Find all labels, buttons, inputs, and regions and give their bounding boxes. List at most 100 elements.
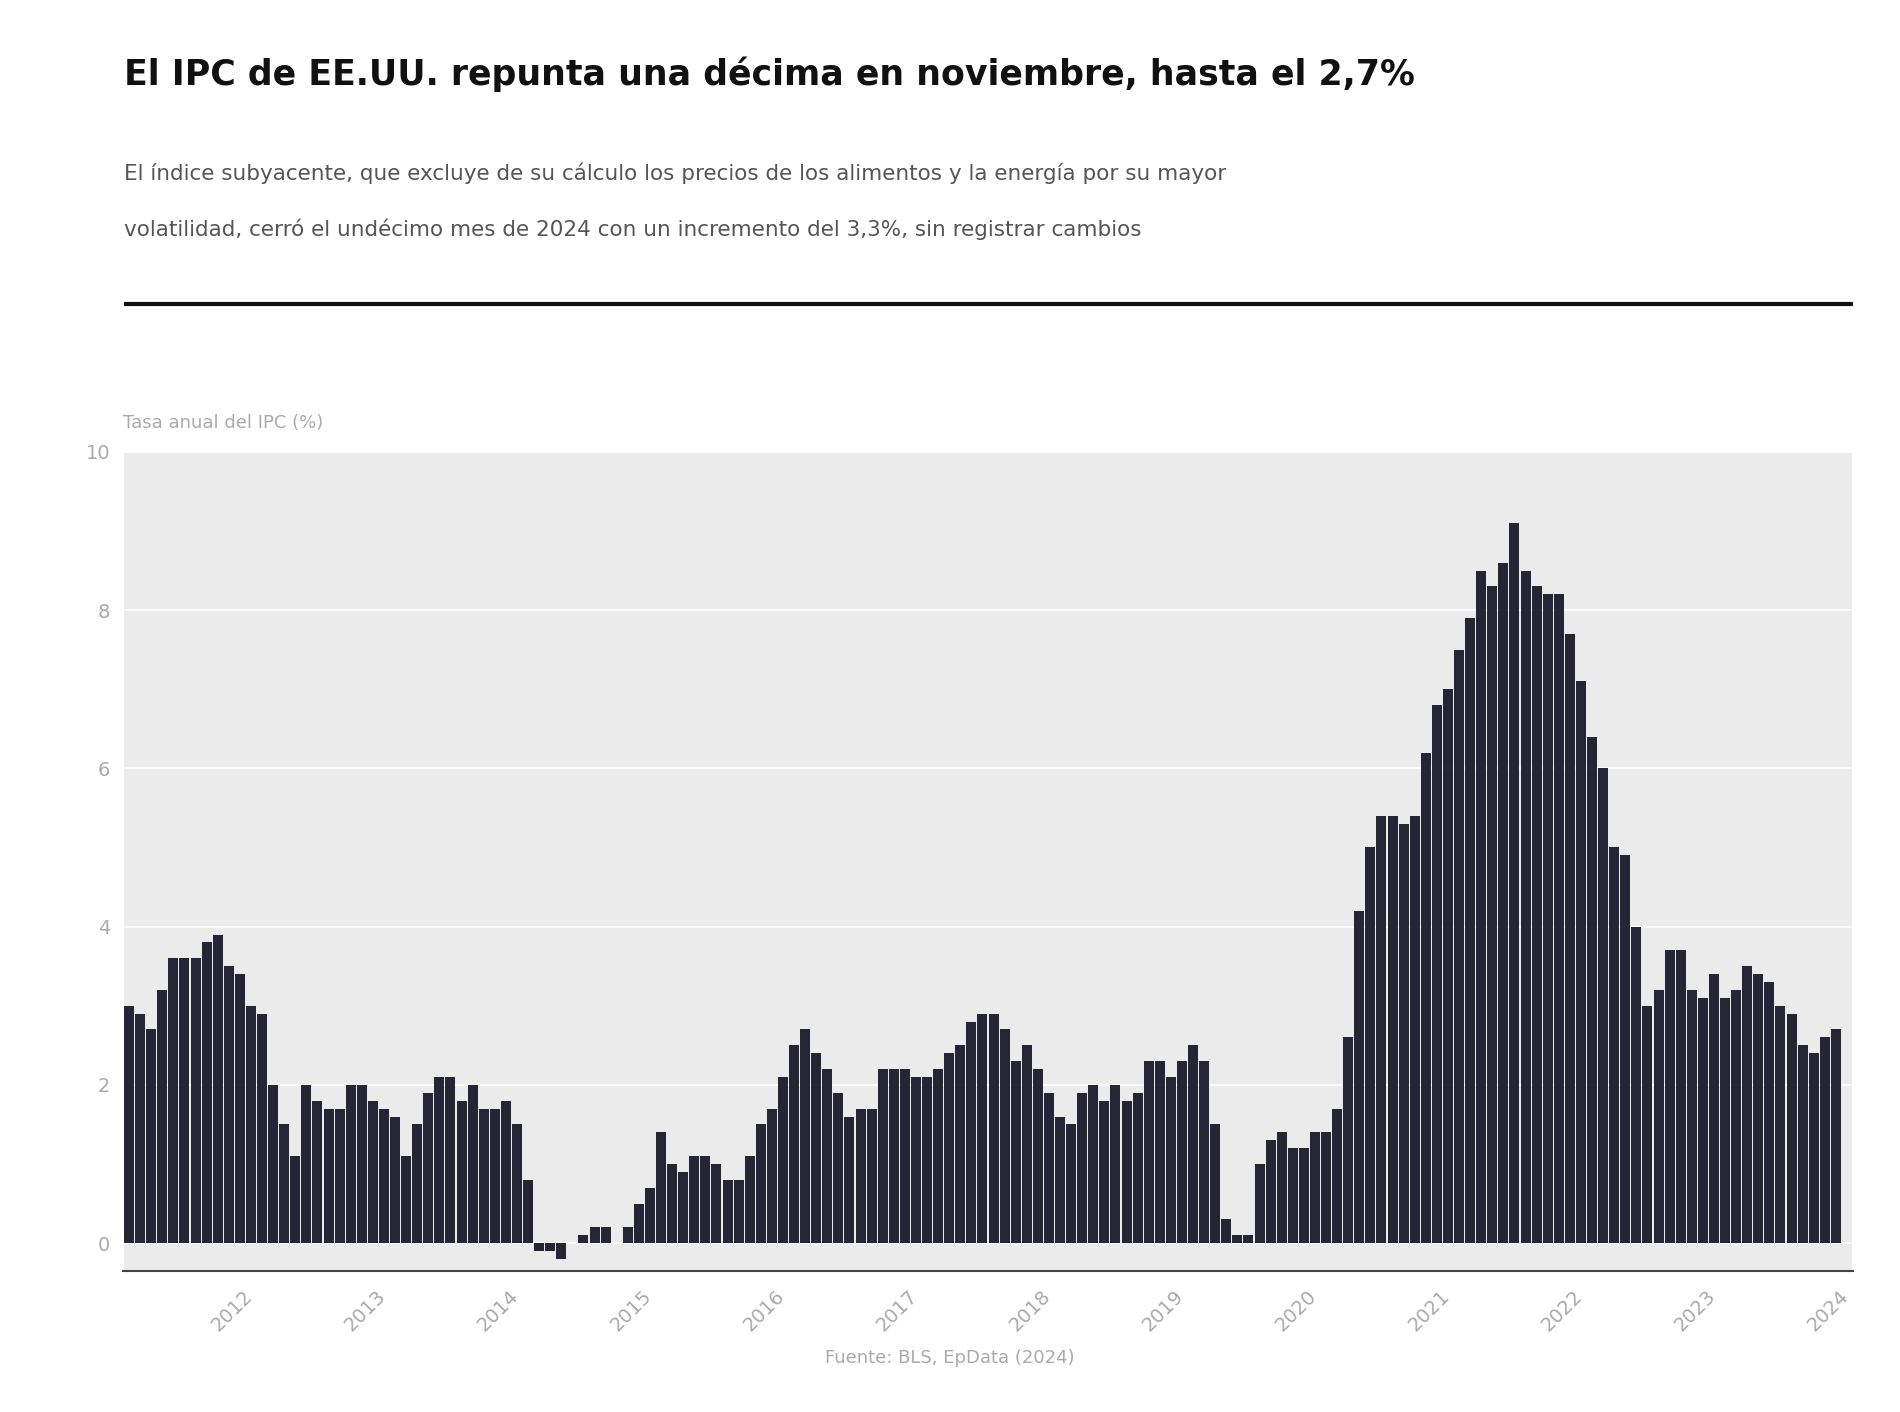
Bar <box>1621 856 1630 1243</box>
Bar <box>312 1101 323 1243</box>
Bar <box>256 1014 268 1243</box>
Bar <box>1376 816 1387 1243</box>
Bar <box>768 1108 777 1243</box>
Bar <box>412 1124 422 1243</box>
Bar <box>1355 911 1364 1243</box>
Bar <box>1676 950 1685 1243</box>
Bar <box>1089 1084 1098 1243</box>
Bar <box>1531 586 1541 1243</box>
Bar <box>1054 1117 1066 1243</box>
Bar <box>999 1029 1009 1243</box>
Bar <box>545 1243 555 1251</box>
Bar <box>401 1156 410 1243</box>
Bar <box>800 1029 809 1243</box>
Bar <box>1066 1124 1075 1243</box>
Bar <box>933 1069 942 1243</box>
Bar <box>236 974 245 1243</box>
Bar <box>245 1005 256 1243</box>
Bar <box>1132 1093 1142 1243</box>
Bar <box>967 1021 977 1243</box>
Bar <box>1110 1084 1121 1243</box>
Bar <box>511 1124 522 1243</box>
Bar <box>1309 1132 1320 1243</box>
Bar <box>1167 1077 1176 1243</box>
Bar <box>135 1014 144 1243</box>
Bar <box>158 990 167 1243</box>
Bar <box>1332 1108 1341 1243</box>
Bar <box>1642 1005 1653 1243</box>
Bar <box>889 1069 899 1243</box>
Bar <box>302 1084 312 1243</box>
Bar <box>711 1163 722 1243</box>
Bar <box>291 1156 300 1243</box>
Bar <box>1797 1045 1807 1243</box>
Bar <box>1176 1060 1188 1243</box>
Bar <box>490 1108 500 1243</box>
Bar <box>1687 990 1697 1243</box>
Bar <box>1300 1148 1309 1243</box>
Text: Tasa anual del IPC (%): Tasa anual del IPC (%) <box>124 414 323 432</box>
Bar <box>1320 1132 1332 1243</box>
Bar <box>1121 1101 1132 1243</box>
Bar <box>1664 950 1674 1243</box>
Bar <box>944 1053 954 1243</box>
Bar <box>977 1014 988 1243</box>
Bar <box>600 1227 610 1243</box>
Bar <box>823 1069 832 1243</box>
Bar <box>690 1156 699 1243</box>
Bar <box>878 1069 887 1243</box>
Text: volatilidad, cerró el undécimo mes de 2024 con un incremento del 3,3%, sin regis: volatilidad, cerró el undécimo mes de 20… <box>124 219 1142 240</box>
Bar <box>268 1084 277 1243</box>
Bar <box>1077 1093 1087 1243</box>
Bar <box>667 1163 676 1243</box>
Bar <box>1398 823 1408 1243</box>
Bar <box>1155 1060 1165 1243</box>
Bar <box>635 1203 644 1243</box>
Bar <box>1421 753 1431 1243</box>
Bar <box>1433 705 1442 1243</box>
Bar <box>1632 926 1642 1243</box>
Bar <box>279 1124 289 1243</box>
Bar <box>1832 1029 1841 1243</box>
Bar <box>1210 1124 1220 1243</box>
Bar <box>623 1227 633 1243</box>
Bar <box>1043 1093 1055 1243</box>
Bar <box>1699 998 1708 1243</box>
Text: Fuente: BLS, EpData (2024): Fuente: BLS, EpData (2024) <box>825 1348 1075 1367</box>
Bar <box>1742 966 1752 1243</box>
Bar <box>1476 570 1486 1243</box>
Bar <box>1720 998 1731 1243</box>
Bar <box>777 1077 788 1243</box>
Bar <box>733 1180 743 1243</box>
Bar <box>855 1108 866 1243</box>
Bar <box>522 1180 534 1243</box>
Bar <box>534 1243 543 1251</box>
Bar <box>424 1093 433 1243</box>
Bar <box>1265 1141 1275 1243</box>
Bar <box>179 959 190 1243</box>
Bar <box>1566 634 1575 1243</box>
Bar <box>1442 689 1454 1243</box>
Bar <box>1499 562 1509 1243</box>
Bar <box>1454 650 1465 1243</box>
Bar <box>1011 1060 1020 1243</box>
Bar <box>146 1029 156 1243</box>
Bar <box>467 1084 477 1243</box>
Bar <box>1144 1060 1153 1243</box>
Bar <box>722 1180 733 1243</box>
Bar <box>578 1236 589 1243</box>
Bar <box>988 1014 999 1243</box>
Bar <box>1277 1132 1286 1243</box>
Bar <box>1786 1014 1797 1243</box>
Bar <box>910 1077 921 1243</box>
Bar <box>1100 1101 1110 1243</box>
Bar <box>502 1101 511 1243</box>
Bar <box>213 935 222 1243</box>
Bar <box>334 1108 344 1243</box>
Bar <box>1653 990 1664 1243</box>
Bar <box>557 1243 566 1260</box>
Bar <box>369 1101 378 1243</box>
Bar <box>701 1156 711 1243</box>
Bar <box>1554 594 1564 1243</box>
Bar <box>866 1108 876 1243</box>
